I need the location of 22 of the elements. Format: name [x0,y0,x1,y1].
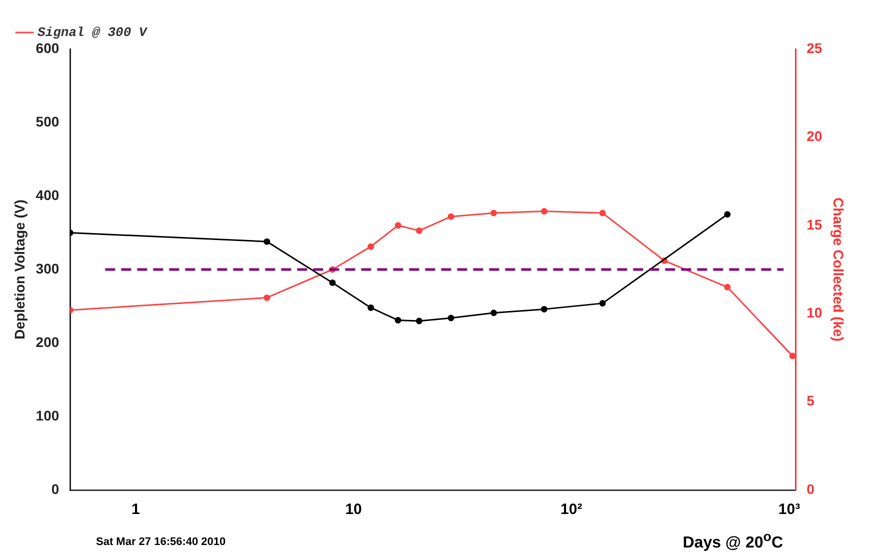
text: Sat Mar 27 16:56:40 2010 [96,536,226,548]
y-tick-label: 300 [36,260,60,276]
x-tick-label: 10² [560,501,582,518]
y-tick-label: 200 [36,334,60,350]
x-tick-label: 10³ [778,501,800,518]
y2-tick-label: 5 [806,392,815,409]
y-tick-label: 500 [36,113,60,130]
y2-tick-label: 25 [806,40,822,56]
y-tick-label: 400 [36,186,60,203]
y2-tick-label: 20 [806,128,822,144]
x-axis-title: Days @ 20$^{o}$C [682,528,783,552]
y-tick-label: 600 [36,40,60,56]
y2-tick-label: 0 [806,480,815,497]
legend-label: Signal @ 300 V [38,24,148,40]
y2-tick-label: 15 [806,216,822,232]
y2-axis-title: Charge Collected (ke) [830,198,847,342]
y2-tick-label: 10 [806,304,822,320]
x-tick-label: 10 [345,501,362,518]
y-tick-label: 100 [36,407,60,424]
x-tick-label: 1 [132,501,140,518]
y-axis-title: Depletion Voltage (V) [11,200,28,340]
y-tick-label: 0 [51,480,60,497]
